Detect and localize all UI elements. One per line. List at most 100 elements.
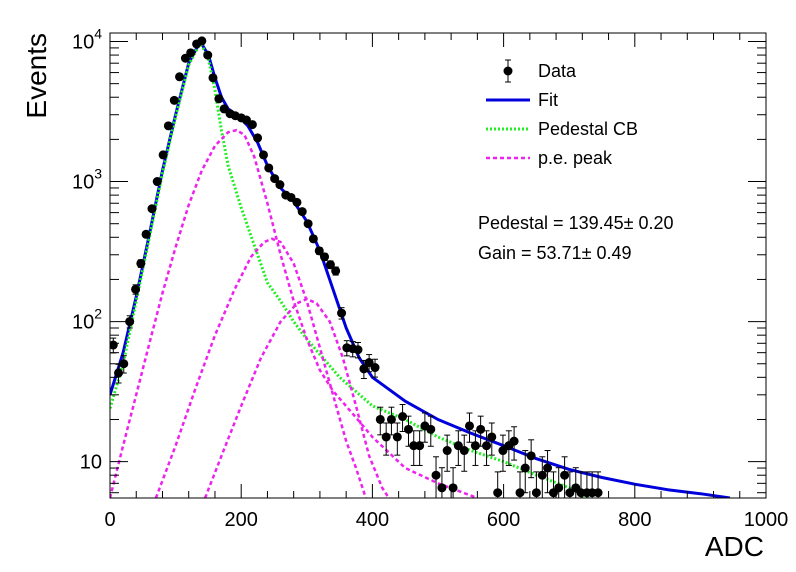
data-marker bbox=[253, 133, 263, 143]
data-point bbox=[320, 252, 330, 262]
legend-label: Fit bbox=[538, 90, 558, 110]
data-marker bbox=[331, 266, 341, 276]
data-marker bbox=[125, 317, 135, 327]
data-marker bbox=[259, 150, 269, 160]
data-point bbox=[136, 258, 146, 268]
data-point bbox=[203, 50, 213, 60]
data-point bbox=[515, 471, 525, 498]
data-marker bbox=[119, 359, 129, 369]
data-point bbox=[375, 406, 385, 436]
data-point bbox=[403, 415, 413, 447]
data-marker bbox=[560, 470, 570, 480]
data-marker bbox=[264, 163, 274, 173]
data-point bbox=[353, 341, 363, 359]
legend-item: Data bbox=[503, 59, 577, 83]
data-marker bbox=[543, 463, 553, 473]
data-point bbox=[131, 284, 141, 295]
data-point bbox=[275, 180, 285, 190]
y-tick-exponent: 3 bbox=[94, 166, 102, 182]
data-marker bbox=[152, 177, 162, 187]
data-marker bbox=[359, 364, 369, 374]
data-point bbox=[431, 456, 441, 498]
y-tick-base: 10 bbox=[80, 452, 102, 474]
data-marker bbox=[476, 424, 486, 434]
data-point bbox=[487, 422, 497, 456]
y-tick-base: 10 bbox=[72, 32, 94, 54]
data-marker bbox=[292, 197, 302, 207]
data-marker bbox=[381, 432, 391, 442]
data-point bbox=[470, 430, 480, 466]
x-tick-label: 200 bbox=[225, 509, 258, 531]
data-point bbox=[169, 95, 179, 105]
data-marker bbox=[426, 424, 436, 434]
fit-result-text: Pedestal = 139.45± 0.20 bbox=[478, 213, 674, 233]
data-marker bbox=[554, 483, 564, 493]
data-marker bbox=[158, 150, 168, 160]
y-tick-label: 10 bbox=[80, 452, 102, 474]
data-marker bbox=[403, 424, 413, 434]
data-point bbox=[264, 163, 274, 173]
fit-result-text: Gain = 53.71± 0.49 bbox=[478, 243, 632, 263]
data-point bbox=[158, 150, 168, 160]
data-point bbox=[386, 406, 396, 436]
data-marker bbox=[337, 308, 347, 318]
legend-item: Fit bbox=[486, 90, 558, 110]
data-marker bbox=[448, 483, 458, 493]
legend-item: p.e. peak bbox=[486, 148, 613, 168]
data-point bbox=[286, 192, 296, 202]
data-marker bbox=[459, 446, 469, 456]
data-marker bbox=[308, 234, 318, 244]
data-marker bbox=[487, 432, 497, 442]
data-point bbox=[119, 355, 129, 374]
data-marker bbox=[442, 446, 452, 456]
x-axis-title: ADC bbox=[705, 531, 764, 562]
data-marker bbox=[286, 192, 296, 202]
data-point bbox=[303, 219, 313, 229]
data-marker bbox=[136, 258, 146, 268]
x-tick-label: 0 bbox=[104, 509, 115, 531]
legend: Data Fit Pedestal CB p.e. peak bbox=[486, 59, 638, 168]
data-point bbox=[526, 439, 536, 479]
data-point bbox=[464, 412, 474, 443]
data-point bbox=[197, 36, 207, 46]
data-marker bbox=[131, 284, 141, 294]
legend-label: p.e. peak bbox=[538, 148, 613, 168]
data-point bbox=[364, 354, 374, 373]
data-marker bbox=[493, 488, 503, 498]
data-point bbox=[398, 404, 408, 432]
data-marker bbox=[247, 120, 257, 130]
data-marker bbox=[297, 207, 307, 217]
data-marker bbox=[593, 488, 603, 498]
data-marker bbox=[392, 432, 402, 442]
data-marker bbox=[386, 414, 396, 424]
data-point bbox=[426, 415, 436, 447]
data-point bbox=[520, 450, 530, 494]
y-tick-label: 102 bbox=[72, 306, 102, 334]
data-point bbox=[147, 204, 157, 214]
data-point bbox=[152, 177, 162, 187]
legend-marker bbox=[503, 66, 513, 76]
data-marker bbox=[186, 48, 196, 58]
series-fit-line-1 bbox=[110, 42, 731, 498]
data-marker bbox=[203, 50, 213, 60]
y-tick-exponent: 2 bbox=[94, 306, 102, 322]
data-point bbox=[459, 434, 469, 472]
x-tick-label: 800 bbox=[618, 509, 651, 531]
data-marker bbox=[509, 436, 519, 446]
data-points-layer bbox=[110, 36, 603, 498]
data-point bbox=[163, 121, 173, 131]
data-marker bbox=[147, 204, 157, 214]
data-point bbox=[554, 467, 564, 498]
data-marker bbox=[431, 470, 441, 480]
data-point bbox=[270, 174, 280, 184]
data-point bbox=[141, 229, 151, 239]
data-point bbox=[476, 415, 486, 447]
data-point bbox=[297, 207, 307, 217]
data-point bbox=[331, 266, 341, 276]
data-point bbox=[531, 471, 541, 498]
data-point bbox=[392, 422, 402, 456]
data-point bbox=[292, 197, 302, 207]
data-marker bbox=[114, 368, 124, 378]
y-tick-label: 103 bbox=[72, 166, 102, 194]
